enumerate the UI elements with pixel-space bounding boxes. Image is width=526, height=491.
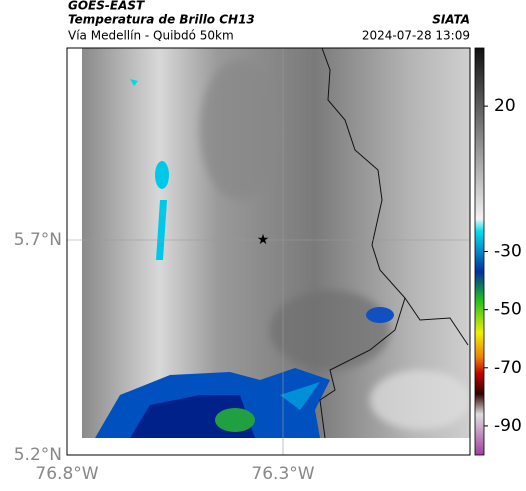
svg-text:★: ★ <box>257 232 270 248</box>
agency: SIATA <box>432 13 470 27</box>
title: Temperatura de Brillo CH13 <box>68 13 255 27</box>
lat-label: 5.7°N <box>14 230 62 250</box>
colorbar-tick-label: -50 <box>494 300 522 320</box>
timestamp: 2024-07-28 13:09 <box>362 29 470 43</box>
map-imagery: ★ <box>66 47 471 456</box>
colorbar-tick-label: 20 <box>494 96 516 116</box>
source: GOES-EAST <box>68 0 145 13</box>
colorbar <box>474 47 485 456</box>
colorbar-tick-label: -90 <box>494 416 522 436</box>
lon-label: 76.3°W <box>251 464 314 484</box>
subtitle: Vía Medellín - Quibdó 50km <box>68 29 234 43</box>
lon-label: 76.8°W <box>35 464 98 484</box>
colorbar-tick-label: -70 <box>494 358 522 378</box>
lat-label: 5.2°N <box>14 445 62 465</box>
colorbar-tick-label: -30 <box>494 242 522 262</box>
